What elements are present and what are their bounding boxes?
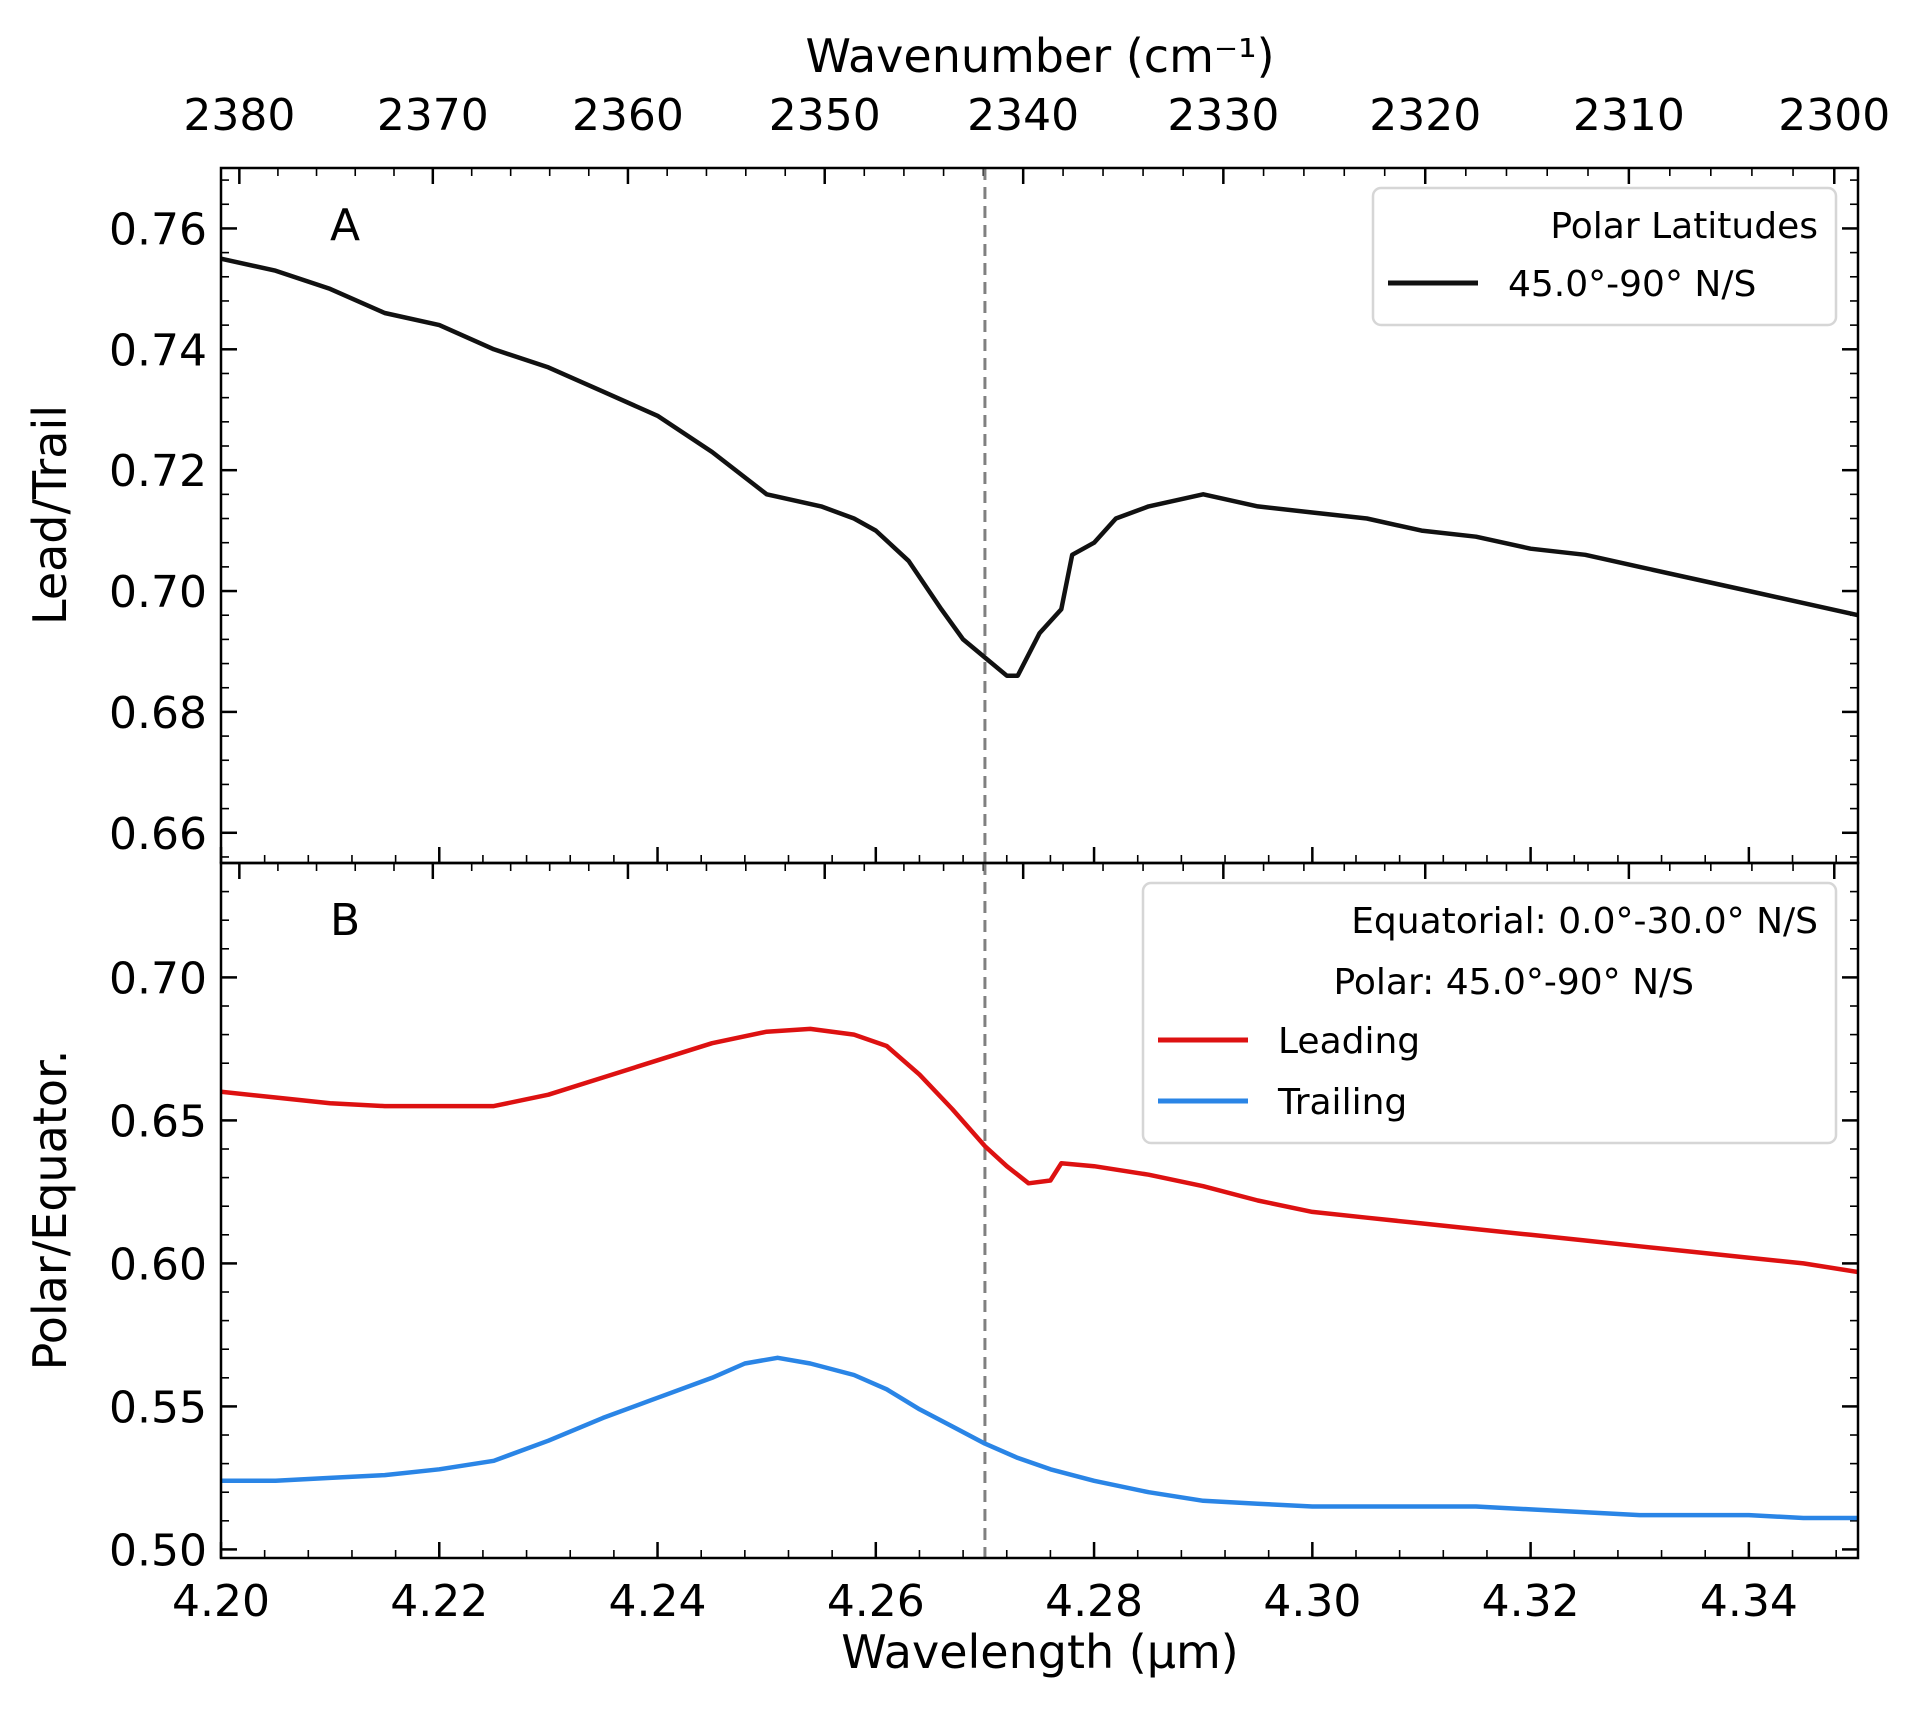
panel-b-xtick-label: 4.20 bbox=[172, 1576, 270, 1627]
panel-b-ticks: 0.50 0.55 0.60 0.65 0.70 4.20 4.22 4.24 4.26 4.28… bbox=[109, 862, 1858, 1627]
panel-a-legend-box bbox=[1371, 186, 1838, 327]
panel-b-xtick-label: 4.26 bbox=[827, 1576, 925, 1627]
top-axis-tick-label: 2350 bbox=[769, 90, 881, 141]
panel-a-ytick-label: 0.66 bbox=[109, 809, 207, 860]
panel-b-legend: Equatorial: 0.0°-30.0° N/S Polar: 45.0°-… bbox=[1141, 881, 1838, 1145]
panel-b-xlabel: Wavelength (μm) bbox=[841, 1625, 1238, 1679]
panel-b-lines bbox=[221, 863, 1858, 1558]
panel-b-legend-entry-leading: Leading bbox=[1278, 1021, 1420, 1062]
panel-b-xtick-label: 4.22 bbox=[390, 1576, 488, 1627]
panel-b-xtick-label: 4.28 bbox=[1045, 1576, 1143, 1627]
top-axis-title: Wavenumber (cm⁻¹) bbox=[805, 29, 1274, 83]
panel-a-lines bbox=[221, 168, 1858, 863]
panel-a-ytick-label: 0.70 bbox=[109, 567, 207, 618]
top-axis-tick-label: 2340 bbox=[967, 90, 1079, 141]
top-axis-tick-label: 2370 bbox=[377, 90, 489, 141]
panel-a-ytick-label: 0.68 bbox=[109, 688, 207, 739]
top-axis-tick-label: 2330 bbox=[1167, 90, 1279, 141]
panel-b-legend-title-2: Polar: 45.0°-90° N/S bbox=[1333, 962, 1694, 1003]
panel-a-ticks: 0.66 0.68 0.70 0.72 0.74 0.76 bbox=[109, 179, 1858, 863]
top-axis-ticks: 2380 2370 2360 2350 2340 2330 2320 2310 2300 bbox=[183, 90, 1890, 184]
top-axis-tick-label: 2310 bbox=[1573, 90, 1685, 141]
panel-b-ytick-label: 0.65 bbox=[109, 1096, 207, 1147]
panel-a-label: A bbox=[330, 200, 360, 251]
panel-b-ytick-label: 0.70 bbox=[109, 953, 207, 1004]
panel-b-ytick-label: 0.60 bbox=[109, 1239, 207, 1290]
panel-a-ytick-label: 0.74 bbox=[109, 325, 207, 376]
panel-a: 0.66 0.68 0.70 0.72 0.74 0.76 A Lead/Trail Po… bbox=[23, 166, 1860, 865]
panel-a-ylabel: Lead/Trail bbox=[23, 405, 77, 625]
panel-b-legend-box bbox=[1141, 881, 1838, 1145]
top-axis-tick-label: 2380 bbox=[183, 90, 295, 141]
panel-b-legend-entry-trailing: Trailing bbox=[1277, 1082, 1407, 1123]
panel-a-legend-entry: 45.0°-90° N/S bbox=[1508, 264, 1756, 305]
panel-b-legend-title-1: Equatorial: 0.0°-30.0° N/S bbox=[1351, 901, 1818, 942]
panel-b-xtick-label: 4.30 bbox=[1263, 1576, 1361, 1627]
panel-b-series-leading bbox=[221, 1026, 1858, 1275]
panel-a-ytick-label: 0.76 bbox=[109, 204, 207, 255]
top-axis-tick-label: 2360 bbox=[572, 90, 684, 141]
panel-a-legend-title: Polar Latitudes bbox=[1550, 206, 1818, 247]
panel-b-series-trailing bbox=[221, 1355, 1858, 1521]
panel-b-xtick-label: 4.32 bbox=[1482, 1576, 1580, 1627]
panel-b-ytick-label: 0.55 bbox=[109, 1382, 207, 1433]
panel-b: 0.50 0.55 0.60 0.65 0.70 4.20 4.22 4.24 4.26 4.28… bbox=[23, 861, 1860, 1679]
panel-b-label: B bbox=[330, 895, 360, 946]
top-axis-tick-label: 2320 bbox=[1369, 90, 1481, 141]
panel-a-legend: Polar Latitudes 45.0°-90° N/S bbox=[1371, 186, 1838, 327]
top-axis-tick-label: 2300 bbox=[1778, 90, 1890, 141]
panel-a-series-45-0-90-n-s bbox=[221, 256, 1858, 678]
panel-b-frame bbox=[219, 861, 1860, 1560]
panel-b-xtick-label: 4.34 bbox=[1700, 1576, 1798, 1627]
panel-b-xtick-label: 4.24 bbox=[609, 1576, 707, 1627]
panel-a-ytick-label: 0.72 bbox=[109, 446, 207, 497]
panel-b-ylabel: Polar/Equator. bbox=[23, 1050, 77, 1371]
panel-b-ytick-label: 0.50 bbox=[109, 1525, 207, 1576]
